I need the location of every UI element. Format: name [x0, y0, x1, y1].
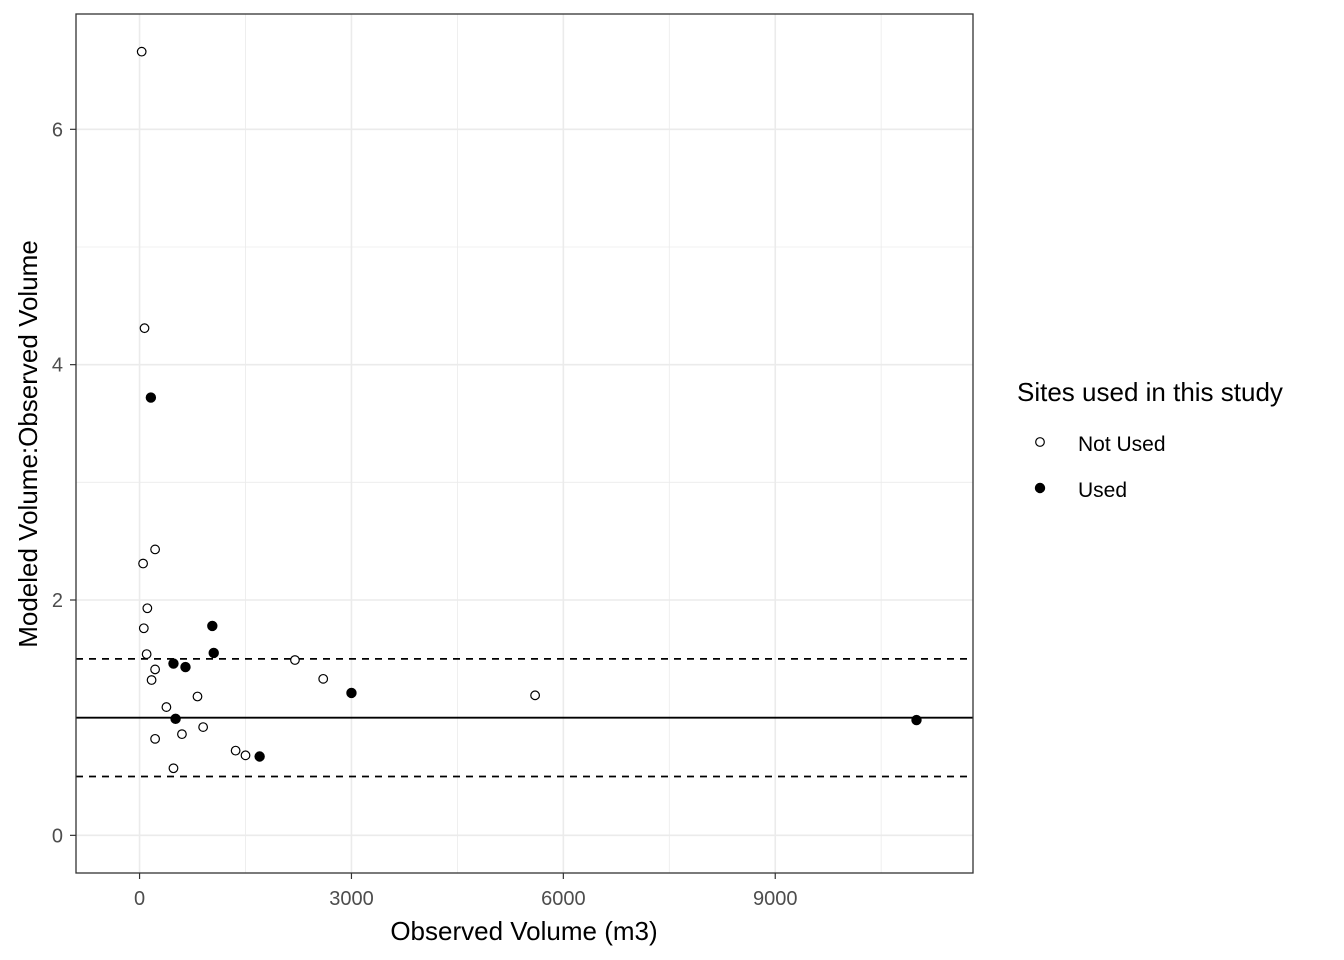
x-tick-label: 9000 — [753, 888, 798, 910]
point-used — [180, 661, 191, 673]
y-tick-label: 2 — [52, 590, 63, 612]
point-not-used — [192, 691, 203, 702]
major-grid — [76, 14, 973, 873]
x-tick-label: 0 — [134, 888, 145, 910]
legend-key-not-used — [1035, 437, 1045, 447]
point-not-used — [240, 750, 251, 761]
point-not-used — [530, 690, 540, 701]
data-points — [136, 46, 922, 774]
point-not-used — [168, 763, 179, 774]
point-used — [346, 687, 357, 699]
x-axis-title: Observed Volume (m3) — [390, 916, 657, 946]
point-not-used — [150, 544, 161, 555]
point-used — [168, 658, 179, 669]
point-used — [208, 647, 219, 659]
point-not-used — [150, 664, 161, 675]
point-not-used — [142, 603, 153, 614]
legend-key-used — [1034, 482, 1046, 494]
legend-label-not-used: Not Used — [1078, 433, 1166, 456]
point-used — [207, 620, 218, 632]
point-not-used — [290, 655, 300, 665]
point-used — [145, 392, 157, 403]
point-used — [170, 713, 181, 725]
point-not-used — [141, 649, 152, 660]
point-not-used — [138, 558, 148, 569]
plot-panel-border — [75, 13, 974, 874]
y-axis-ticks: 0 2 4 6 — [52, 119, 76, 847]
y-tick-label: 0 — [52, 825, 63, 847]
legend-label-used: Used — [1078, 479, 1127, 502]
point-not-used — [177, 729, 187, 740]
point-used — [254, 751, 265, 762]
point-used — [911, 714, 922, 726]
point-not-used — [198, 722, 209, 732]
x-axis-ticks: 0 3000 6000 9000 — [134, 873, 797, 910]
point-not-used — [161, 702, 172, 712]
legend-title: Sites used in this study — [1017, 377, 1283, 407]
point-not-used — [230, 745, 241, 756]
reference-lines — [76, 657, 973, 778]
x-tick-label: 6000 — [541, 888, 586, 910]
point-not-used — [146, 675, 157, 685]
point-not-used — [318, 673, 329, 684]
x-tick-label: 3000 — [329, 888, 374, 910]
y-tick-label: 6 — [52, 119, 63, 141]
y-axis-title: Modeled Volume:Observed Volume — [13, 240, 43, 648]
point-not-used — [139, 323, 150, 334]
legend: Sites used in this study Not Used Used — [1017, 377, 1283, 502]
point-not-used — [136, 46, 147, 57]
minor-grid — [76, 14, 973, 873]
y-tick-label: 4 — [52, 355, 63, 377]
point-not-used — [138, 623, 149, 634]
point-not-used — [150, 733, 161, 744]
